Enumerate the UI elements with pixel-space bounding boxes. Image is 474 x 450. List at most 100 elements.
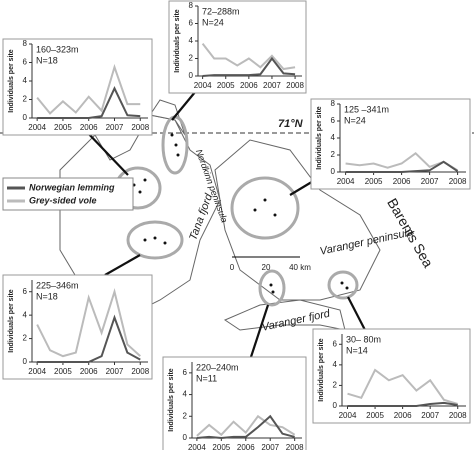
x-tick-label: 2007 [106,123,124,132]
x-tick-label: 2006 [394,411,412,420]
y-tick-label: 2 [333,381,338,390]
series-line [345,160,459,173]
x-tick-label: 2005 [54,367,72,376]
y-tick-label: 2 [189,54,194,63]
y-tick-label: 6 [333,339,338,348]
inset-title: 220–240m [196,362,239,372]
y-tick-label: 4 [183,390,188,399]
inset-title: 160–323m [36,44,79,54]
series-line [347,401,458,407]
y-tick-label: 8 [23,39,28,48]
scale-bar: 0 20 40 km [230,256,311,272]
x-tick-label: 2008 [286,81,304,90]
inset-title: 72–288m [202,6,240,16]
series-line [37,314,141,363]
scale-label: 0 [230,263,235,272]
y-axis-label: Individuals per site [8,49,15,113]
series-line [36,287,141,358]
inset-title: 125 –341m [344,104,389,114]
y-tick-label: 6 [23,287,28,296]
inset-box [168,0,307,94]
series-line [202,56,296,77]
y-axis-label: Individuals per site [168,368,175,432]
y-tick-label: 0 [23,113,28,122]
y-tick-label: 0 [331,167,336,176]
inset-box [310,98,471,190]
x-tick-label: 2004 [28,367,46,376]
site-groups [114,115,359,307]
x-tick-label: 2005 [54,123,72,132]
y-tick-label: 0 [189,71,194,80]
inset-chart: 0 2 4 6 8 2004 2005 2006 2007 2008 Individuals per… [168,0,307,94]
y-tick-label: 4 [23,310,28,319]
y-tick-label: 8 [331,99,336,108]
site-ellipse [327,270,359,300]
y-tick-label: 6 [331,116,336,125]
y-tick-label: 0 [183,433,188,442]
series-line [36,63,141,115]
y-axis-label: Individuals per site [316,106,323,170]
x-tick-label: 2008 [131,123,149,132]
y-axis-label: Individuals per site [174,9,181,73]
x-tick-label: 2005 [366,411,384,420]
x-tick-label: 2008 [131,367,149,376]
y-tick-label: 4 [333,360,338,369]
inset-subtitle: N=18 [36,55,58,65]
y-tick-label: 2 [23,334,28,343]
legend: Norwegian lemming Grey-sided vole [2,177,134,211]
x-tick-label: 2005 [217,81,235,90]
x-tick-label: 2008 [286,443,304,450]
x-tick-label: 2006 [240,81,258,90]
x-tick-label: 2006 [80,123,98,132]
inset-chart: 0 2 4 6 8 2004 2005 2006 2007 2008 Individuals per… [310,98,471,190]
inset-chart: 0 2 4 6 2004 2005 2006 2007 2008 Individuals per … [162,356,307,450]
y-tick-label: 4 [189,36,194,45]
x-tick-label: 2007 [421,411,439,420]
x-tick-label: 2007 [263,81,281,90]
y-tick-label: 6 [189,19,194,28]
legend-label: Grey-sided vole [29,195,97,205]
x-tick-label: 2004 [339,411,357,420]
x-tick-label: 2006 [80,367,98,376]
y-axis-label: Individuals per site [8,289,15,353]
x-tick-label: 2005 [365,177,383,186]
scale-label: 20 [262,263,271,272]
inset-title: 30– 80m [346,334,381,344]
site-ellipse [126,220,184,260]
inset-subtitle: N=18 [36,291,58,301]
series-line [201,43,296,71]
y-axis-label: Individuals per site [318,338,325,402]
y-tick-label: 2 [183,411,188,420]
y-tick-label: 4 [23,76,28,85]
inset-chart: 0 2 4 6 2004 2005 2006 2007 2008 Individuals per … [312,328,471,424]
series-line [347,368,459,405]
inset-chart: 0 2 4 6 2004 2005 2006 2007 2008 Individuals per … [2,274,153,380]
y-tick-label: 8 [189,1,194,10]
scale-label: 40 km [289,263,311,272]
inset-title: 225–346m [36,280,79,290]
y-tick-label: 0 [333,401,338,410]
series-line [196,414,295,440]
inset-subtitle: N=11 [196,373,217,383]
legend-box [2,177,134,211]
x-tick-label: 2004 [337,177,355,186]
legend-label: Norwegian lemming [29,182,115,192]
x-tick-label: 2008 [449,411,467,420]
y-tick-label: 6 [183,368,188,377]
x-tick-label: 2007 [421,177,439,186]
inset-subtitle: N=24 [344,115,366,125]
latitude-label: 71°N [278,118,304,130]
y-tick-label: 2 [23,95,28,104]
x-tick-label: 2005 [212,443,230,450]
series-line [37,86,141,119]
site-ellipse [258,269,286,307]
y-tick-label: 4 [331,133,336,142]
inset-subtitle: N=24 [202,17,224,27]
x-tick-label: 2007 [261,443,279,450]
site-ellipse [230,176,300,240]
x-tick-label: 2007 [106,367,124,376]
x-tick-label: 2004 [194,81,212,90]
x-tick-label: 2006 [237,443,255,450]
inset-subtitle: N=14 [346,345,368,355]
